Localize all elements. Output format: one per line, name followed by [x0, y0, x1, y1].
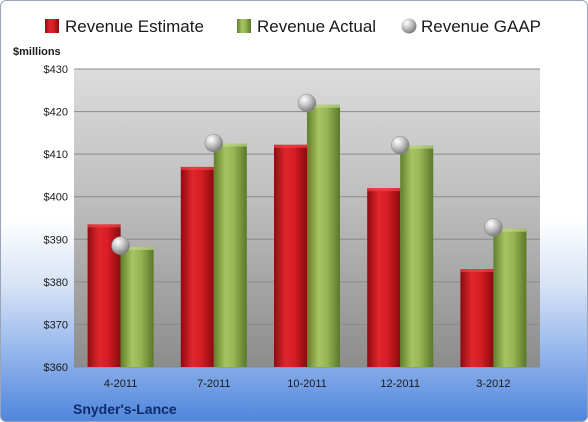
x-tick-label: 10-2011	[287, 378, 327, 390]
y-tick-label: $410	[44, 149, 68, 161]
y-tick-label: $430	[44, 64, 68, 76]
estimate-bar-cap	[87, 224, 121, 228]
x-tick-label: 12-2011	[380, 378, 420, 390]
x-axis-ticks: 4-2011 7-2011 10-2011 12-2011 3-2012	[104, 378, 511, 390]
estimate-bar-cap	[460, 269, 494, 273]
gaap-marker	[484, 218, 503, 237]
estimate-bar	[460, 269, 494, 367]
gaap-marker	[204, 133, 224, 153]
y-tick-label: $380	[44, 277, 68, 289]
actual-bar	[307, 104, 340, 367]
gaap-marker	[297, 93, 317, 113]
estimate-bar	[180, 166, 214, 367]
actual-bar	[493, 228, 527, 367]
estimate-bar	[367, 188, 401, 367]
actual-bar-cap	[493, 228, 527, 232]
legend-label-estimate: Revenue Estimate	[65, 17, 204, 36]
x-tick-label: 4-2011	[104, 378, 137, 390]
y-tick-label: $390	[44, 234, 68, 246]
actual-bar-cap	[213, 143, 247, 147]
actual-bar	[120, 246, 154, 367]
actual-bar-cap	[400, 145, 434, 149]
y-axis-unit-label: $millions	[13, 46, 61, 58]
legend-label-gaap: Revenue GAAP	[421, 17, 541, 36]
legend-label-actual: Revenue Actual	[257, 17, 376, 36]
actual-bar	[213, 143, 247, 367]
estimate-bar-cap	[274, 144, 307, 148]
y-tick-label: $420	[44, 107, 68, 119]
legend-swatch-estimate	[45, 19, 59, 33]
x-tick-label: 7-2011	[197, 378, 230, 390]
estimate-bar	[274, 144, 307, 367]
actual-bar	[400, 145, 434, 367]
legend-swatch-gaap	[401, 18, 417, 34]
legend-swatch-actual	[237, 19, 251, 33]
estimate-bar-cap	[367, 188, 401, 192]
legend: Revenue Estimate Revenue Actual Revenue …	[45, 17, 541, 36]
gaap-markers	[111, 93, 503, 255]
y-tick-label: $400	[44, 192, 68, 204]
company-name: Snyder's-Lance	[73, 401, 177, 417]
gaap-marker	[111, 236, 130, 255]
gaap-marker	[390, 135, 410, 155]
y-tick-label: $360	[44, 362, 68, 374]
estimate-bar-cap	[180, 166, 214, 170]
actual-bar-cap	[307, 104, 340, 108]
y-axis-ticks: $360 $370 $380 $390 $400 $410 $420 $430	[44, 64, 68, 374]
y-tick-label: $370	[44, 319, 68, 331]
bars	[87, 104, 527, 367]
actual-bar-cap	[120, 246, 154, 250]
x-tick-label: 3-2012	[476, 378, 510, 390]
